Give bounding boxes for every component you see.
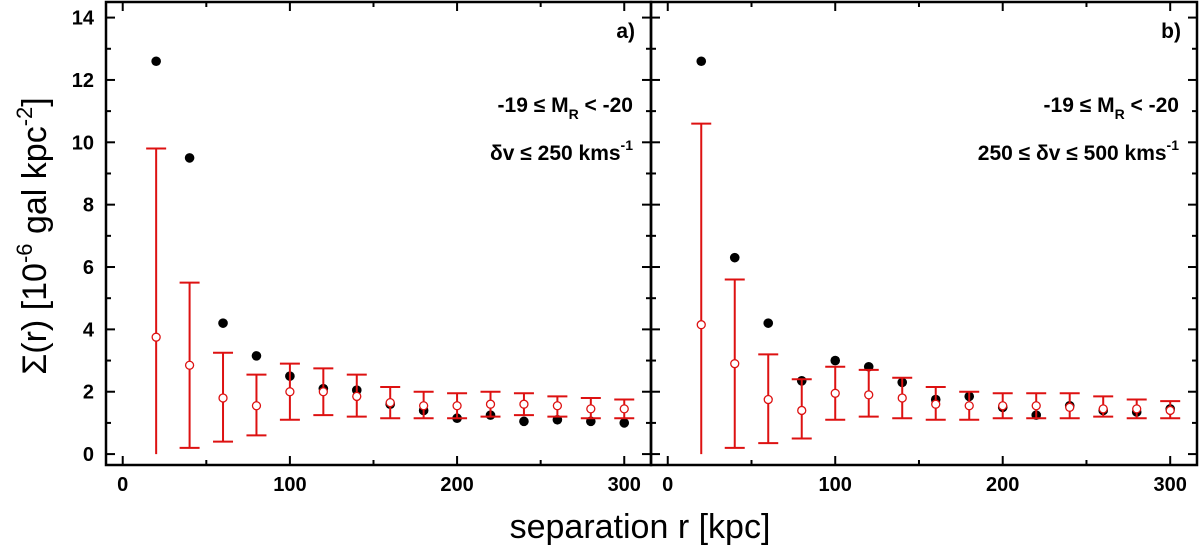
data-point-open [696,320,706,330]
data-point-open [352,391,362,402]
data-point-open [763,394,773,405]
annotation-velocity: δv ≤ 250 kms-1 [490,137,633,165]
data-point-filled [184,153,195,163]
panel-label: b) [1161,20,1181,43]
data-point-open [864,390,874,400]
data-point-filled [763,318,774,328]
data-point-open [964,401,974,411]
data-point-open [897,393,907,403]
x-tick-label: 100 [273,474,306,496]
y-tick-label: 10 [72,132,94,154]
data-point-open [184,360,195,370]
data-point-open [1098,404,1108,414]
data-point-open [1132,404,1142,414]
data-point-filled [830,355,841,366]
x-tick-label: 300 [608,474,641,496]
data-point-filled [519,416,529,427]
data-point-open [931,399,941,409]
x-tick-label: 200 [986,474,1019,496]
x-tick-label: 0 [117,474,128,496]
data-point-open [619,404,629,414]
data-point-filled [218,318,228,328]
y-tick-label: 12 [72,70,94,92]
data-point-open [418,401,429,411]
data-point-open [1065,402,1075,412]
annotation-velocity: 250 ≤ δv ≤ 500 kms-1 [978,137,1179,165]
annotation-magnitude: -19 ≤ MR < -20 [498,94,633,122]
data-point-filled [729,252,740,263]
data-point-filled [619,418,630,428]
y-tick-label: 8 [83,195,94,217]
data-point-open [519,399,529,409]
data-point-open [797,405,807,416]
data-point-open [1165,405,1175,416]
series-random [146,147,635,455]
data-point-open [385,397,395,408]
data-point-open [285,387,295,397]
y-axis-title: Σ(r) [10-6 gal kpc-2] [12,97,54,374]
y-tick-label: 0 [83,444,94,466]
data-point-open [730,359,740,369]
data-point-open [452,401,462,411]
x-tick-label: 0 [662,474,673,496]
x-tick-label: 300 [1154,474,1187,496]
series-random [691,122,1181,455]
data-point-filled [251,351,262,361]
x-axis-title: separation r [kpc] [510,508,771,546]
data-point-open [998,401,1008,411]
data-point-open [151,332,161,342]
data-point-filled [151,56,161,67]
x-tick-label: 200 [440,474,473,496]
y-tick-label: 14 [72,8,95,30]
data-point-open [552,401,563,411]
data-point-open [830,388,840,398]
annotation-magnitude: -19 ≤ MR < -20 [1044,94,1179,122]
data-point-open [251,401,262,411]
y-tick-label: 2 [83,382,94,404]
panels: 0 100 200 300 0 2 4 6 8 10 12 14 a) -19 ≤ MR < -20 δv … [72,0,1199,496]
data-point-open [218,393,228,403]
panel-label: a) [616,20,635,43]
plot-frame [649,0,1199,467]
panel-b: 0 100 200 300 b) -19 ≤ MR < -20 250 ≤ δv ≤ 500… [649,0,1199,496]
data-point-open [1031,401,1041,411]
data-point-open [586,404,596,414]
data-point-open [485,399,496,409]
y-tick-label: 4 [83,319,95,341]
panel-a: 0 100 200 300 0 2 4 6 8 10 12 14 a) -19 ≤ MR < -20 δv … [72,0,653,496]
x-tick-label: 100 [819,474,852,496]
plot-frame [104,0,653,467]
y-tick-label: 6 [83,257,94,279]
data-point-filled [696,56,707,67]
data-point-open [318,387,328,397]
